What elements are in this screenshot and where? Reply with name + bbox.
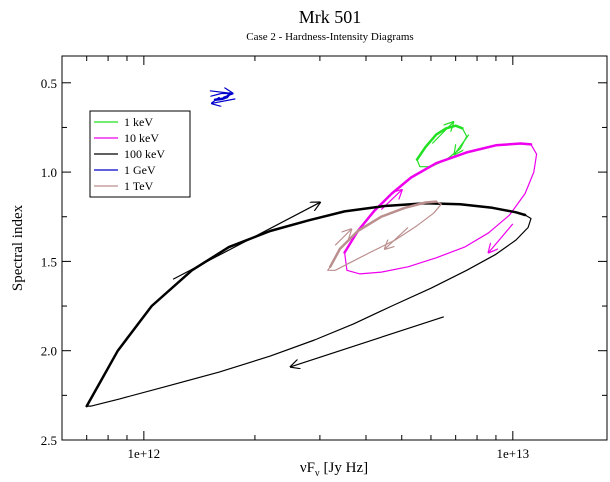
y-axis-label: Spectral index: [10, 204, 26, 291]
direction-arrow-1-kev-1: [431, 122, 453, 144]
x-tick-label: 1e+12: [128, 446, 161, 461]
series-layer: [85, 91, 538, 408]
legend-label-1-kev: 1 keV: [124, 115, 153, 129]
direction-arrow-1-gev-1: [209, 91, 233, 94]
y-tick-label: 1.5: [41, 254, 57, 269]
series-100-kev: [85, 202, 532, 408]
y-tick-label: 2.5: [41, 433, 57, 448]
x-axis-label-main: νF: [300, 460, 315, 476]
axis-ticks: 0.5 1.0 1.5 2.0 2.5 1e+12 1e+13: [41, 56, 607, 461]
direction-arrow-1-gev-2: [212, 99, 236, 103]
chart-subtitle: Case 2 - Hardness-Intensity Diagrams: [246, 31, 413, 43]
direction-arrow-100-kev-1: [172, 202, 320, 280]
direction-arrow-1-tev-1: [334, 229, 351, 246]
chart-title: Mrk 501: [299, 7, 362, 27]
y-tick-label: 2.0: [41, 344, 57, 359]
series-line-100-kev-2: [86, 214, 532, 407]
series-1-gev: [209, 91, 236, 104]
series-line-1-tev-1: [328, 200, 438, 269]
direction-arrow-1-kev-2: [455, 134, 470, 155]
series-line-100-kev-1: [85, 202, 527, 408]
legend-label-100-kev: 100 keV: [124, 147, 165, 161]
y-tick-label: 0.5: [41, 76, 57, 91]
x-axis-label-unit: [Jy Hz]: [324, 460, 369, 476]
series-line-1-tev-2: [327, 201, 442, 271]
direction-arrow-100-kev-2: [291, 316, 444, 367]
plot-area: 0.5 1.0 1.5 2.0 2.5 1e+12 1e+13: [41, 55, 608, 461]
series-1-kev: [415, 122, 470, 168]
x-tick-label: 1e+13: [497, 446, 530, 461]
y-tick-label: 1.0: [41, 165, 57, 180]
direction-arrow-10-kev-2: [489, 223, 514, 253]
x-axis-label: νFν [Jy Hz]: [300, 460, 368, 479]
plot-frame: [61, 55, 608, 441]
legend: 1 keV 10 keV 100 keV 1 GeV 1 TeV: [89, 110, 191, 198]
legend-label-1-gev: 1 GeV: [124, 163, 156, 177]
series-1-tev: [327, 200, 442, 271]
legend-label-1-tev: 1 TeV: [124, 179, 154, 193]
direction-arrow-1-tev-2: [385, 227, 409, 248]
series-line-1-kev-1: [415, 124, 464, 161]
series-line-10-kev-1: [343, 142, 533, 254]
series-line-10-kev-2: [344, 143, 538, 275]
legend-label-10-kev: 10 keV: [124, 131, 159, 145]
x-axis-label-subscript: ν: [315, 468, 320, 479]
